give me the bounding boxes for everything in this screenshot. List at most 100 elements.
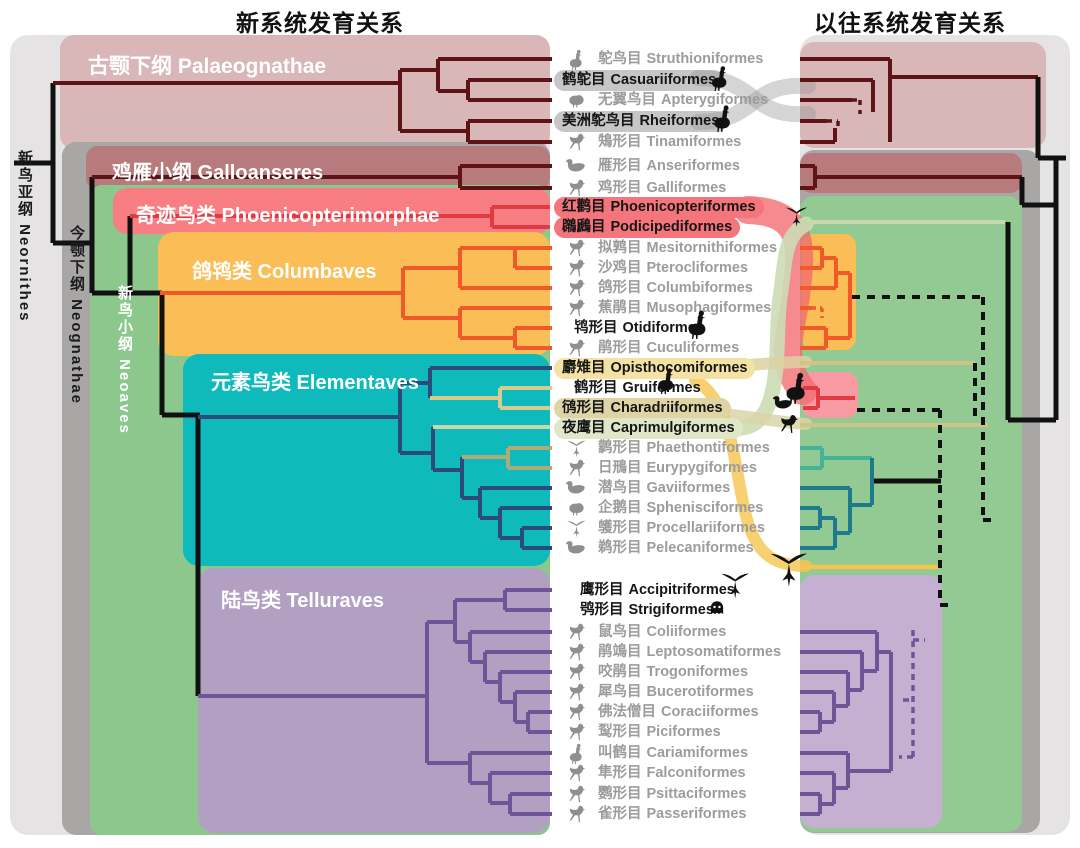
order-zh-label: 鴩形目: [598, 133, 642, 150]
block-landbirds-right: [800, 575, 942, 828]
eagle-marker: [766, 546, 810, 595]
order-latin-label: Struthioniformes: [646, 50, 764, 67]
loon-icon: [564, 477, 588, 499]
order-row-tinamiformes: 鴩形目 Tinamiformes: [550, 131, 743, 153]
order-latin-label: Coliiformes: [646, 623, 727, 640]
order-zh-label: 麝雉目: [562, 359, 606, 376]
order-pill: 拟鹑目 Mesitornithiformes: [596, 238, 779, 259]
order-latin-label: Passeriformes: [646, 805, 747, 822]
order-row-mesitornithiformes: 拟鹑目 Mesitornithiformes: [550, 237, 779, 259]
order-latin-label: Charadriiformes: [610, 399, 723, 416]
order-latin-label: Pelecaniformes: [646, 539, 754, 556]
right-landbird-dashed: [899, 630, 925, 759]
order-pill: 隼形目 Falconiformes: [596, 763, 748, 784]
order-latin-label: Rheiformes: [639, 112, 720, 129]
tropicbird-icon: [564, 437, 588, 459]
order-pill: 鸊鷉目 Podicipediformes: [554, 216, 741, 238]
petrel-icon: [564, 517, 588, 539]
label-neognathae: 今颚下纲 Neognathae: [68, 225, 85, 406]
order-zh-label: 无翼鸟目: [598, 91, 656, 108]
right-landbird-lines: [800, 630, 893, 816]
order-row-procellariiformes: 鹱形目 Procellariiformes: [550, 517, 767, 539]
order-row-trogoniformes: 咬鹃目 Trogoniformes: [550, 661, 750, 683]
order-pill: 鹱形目 Procellariiformes: [596, 518, 767, 539]
order-zh-label: 鸮形目: [580, 601, 624, 618]
order-pill: 鸽形目 Columbiformes: [596, 278, 755, 299]
order-zh-label: 红鹳目: [562, 198, 606, 215]
order-pill: 红鹳目 Phoenicopteriformes: [554, 196, 764, 218]
order-latin-label: Strigiformes: [628, 601, 714, 618]
kiwi-icon: [564, 89, 588, 111]
order-pill: 无翼鸟目 Apterygiformes: [596, 90, 770, 111]
right-moved-dashed: [852, 295, 995, 607]
right-waterbird-teal-lines: [800, 458, 874, 550]
order-row-coraciiformes: 佛法僧目 Coraciiformes: [550, 701, 761, 723]
label-elementaves: 元素鸟类 Elementaves: [211, 372, 419, 394]
order-zh-label: 鹰形目: [580, 581, 624, 598]
order-pill: 鹦形目 Psittaciformes: [596, 784, 748, 805]
order-zh-label: 鹦形目: [598, 785, 642, 802]
order-latin-label: Procellariiformes: [646, 519, 765, 536]
right-columbimorphae-dashed: [812, 306, 824, 318]
order-latin-label: Columbiformes: [646, 279, 753, 296]
order-pill: 夜鹰目 Caprimulgiformes: [554, 417, 743, 439]
cassowary-marker: [706, 64, 733, 96]
ribbon-caprimulgiformes: [732, 216, 814, 436]
trogon-icon: [564, 661, 588, 683]
order-zh-label: 鹲形目: [598, 439, 642, 456]
order-row-opisthocomiformes: 麝雉目 Opisthocomiformes: [550, 357, 756, 379]
order-row-pelecaniformes: 鹈形目 Pelecaniformes: [550, 537, 756, 559]
order-pill: 犀鸟目 Bucerotiformes: [596, 682, 756, 703]
left-backbone: [14, 83, 201, 696]
order-row-gruiformes: 鹤形目Gruiformes: [550, 377, 703, 399]
order-latin-label: Tinamiformes: [646, 133, 742, 150]
order-pill: 鹲形目 Phaethontiformes: [596, 438, 772, 459]
order-latin-label: Phaethontiformes: [646, 439, 770, 456]
order-row-caprimulgiformes: 夜鹰目 Caprimulgiformes: [550, 417, 743, 439]
order-pill: 佛法僧目 Coraciiformes: [596, 702, 761, 723]
order-latin-label: Leptosomatiformes: [646, 643, 782, 660]
order-latin-label: Podicipediformes: [610, 218, 733, 235]
order-latin-label: Falconiformes: [646, 764, 746, 781]
order-latin-label: Galliformes: [646, 179, 727, 196]
hawk-icon: [718, 568, 751, 601]
order-row-casuariiformes: 鹤鸵目 Casuariiformes: [550, 69, 725, 91]
order-row-eurypygiformes: 日鳽目 Eurypygiformes: [550, 457, 759, 479]
shorebird-icon: [776, 412, 800, 436]
cuckoo-icon: [564, 337, 588, 359]
owl-icon: [706, 598, 728, 620]
block-elementaves-left: [183, 354, 550, 566]
block-galloanseres-right: [800, 153, 1022, 193]
order-row-rheiformes: 美洲鸵鸟目 Rheiformes: [550, 110, 728, 132]
order-row-cariamiformes: 叫鹤目 Cariamiformes: [550, 742, 750, 764]
cassowary-icon: [706, 64, 733, 91]
bustard-icon: [682, 308, 713, 339]
order-latin-label: Otidiformes: [622, 319, 704, 336]
bustard-marker: [682, 308, 713, 344]
order-row-accipitriformes: 鹰形目 Accipitriformes: [550, 579, 737, 601]
order-latin-label: Opisthocomiformes: [610, 359, 748, 376]
order-zh-label: 夜鹰目: [562, 419, 606, 436]
right-columbimorphae-lines: [800, 246, 852, 350]
left-palaeognathae-lines: [53, 57, 552, 190]
order-pill: 鸵鸟目 Struthioniformes: [596, 49, 765, 70]
order-row-passeriformes: 雀形目 Passeriformes: [550, 803, 748, 825]
order-zh-label: 鹃鴗目: [598, 643, 642, 660]
order-zh-label: 鹤形目: [574, 379, 618, 396]
pigeon-icon: [564, 277, 588, 299]
order-row-strigiformes: 鸮形目 Strigiformes: [550, 599, 716, 621]
left-tree: [14, 57, 552, 816]
order-zh-label: 咬鹃目: [598, 663, 642, 680]
passerine-icon: [564, 803, 588, 825]
roller-icon: [564, 701, 588, 723]
order-row-phoenicopteriformes: 红鹳目 Phoenicopteriformes: [550, 196, 764, 218]
order-list: 鸵鸟目 Struthioniformes 鹤鸵目 Casuariiformes 无翼鸟目…: [550, 0, 806, 848]
order-zh-label: 蕉鹃目: [598, 299, 642, 316]
pelican-icon: [564, 537, 588, 559]
order-zh-label: 沙鸡目: [598, 259, 642, 276]
left-phoenicopterimorphae-lines: [130, 205, 550, 229]
label-columbaves: 鸽鸨类 Columbaves: [192, 261, 377, 283]
rhea-marker: [708, 103, 737, 137]
tinamou-icon: [564, 131, 588, 153]
